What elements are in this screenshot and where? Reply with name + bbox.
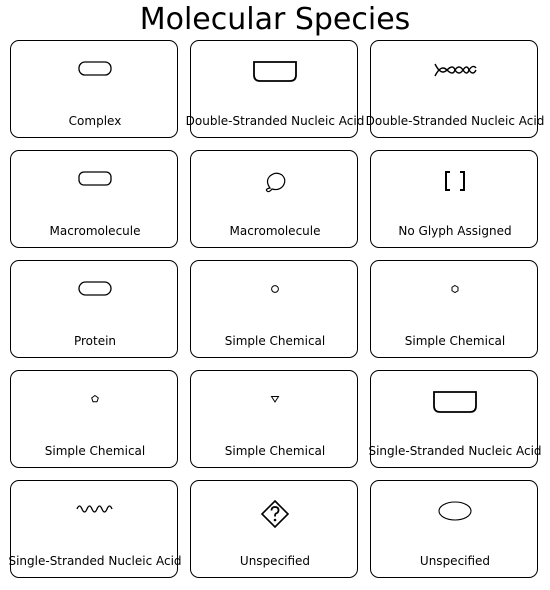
card-unspecified-ellipse: Unspecified: [370, 480, 538, 578]
triangle-icon: [270, 396, 280, 403]
card-label: No Glyph Assigned: [398, 224, 512, 238]
card-label: Simple Chemical: [404, 334, 506, 348]
card-macromolecule: Macromolecule: [10, 150, 178, 248]
wave-icon: [76, 505, 113, 513]
card-complex: Complex: [10, 40, 178, 138]
card-label: Simple Chemical: [44, 444, 146, 458]
diamond-question-icon: [260, 499, 290, 529]
single-stranded-nucleic-acid-icon: [433, 391, 477, 413]
card-label: Simple Chemical: [224, 334, 326, 348]
card-macromolecule-blob: Macromolecule: [190, 150, 358, 248]
brackets-icon: [445, 171, 465, 191]
ellipse-icon: [438, 501, 472, 521]
complex-icon: [78, 61, 112, 76]
pentagon-icon: [91, 394, 99, 403]
card-single-stranded-nucleic-acid: Single-Stranded Nucleic Acid: [368, 370, 542, 468]
card-unspecified-diamond: Unspecified: [190, 480, 358, 578]
card-label: Unspecified: [419, 554, 491, 568]
card-label: Macromolecule: [229, 224, 321, 238]
card-label: Double-Stranded Nucleic Acid: [185, 114, 365, 128]
page-title: Molecular Species: [139, 2, 411, 37]
card-label: Complex: [68, 114, 122, 128]
card-label: Unspecified: [239, 554, 311, 568]
macromolecule-blob-icon: [265, 172, 286, 193]
card-label: Protein: [73, 334, 117, 348]
card-no-glyph-assigned: No Glyph Assigned: [370, 150, 538, 248]
circle-icon: [271, 285, 279, 293]
card-label: Single-Stranded Nucleic Acid: [368, 444, 542, 458]
card-label: Single-Stranded Nucleic Acid: [8, 554, 182, 568]
card-double-stranded-nucleic-acid-helix: Double-Stranded Nucleic Acid: [366, 40, 544, 138]
card-label: Macromolecule: [49, 224, 141, 238]
card-simple-chemical-hexagon: Simple Chemical: [370, 260, 538, 358]
protein-icon: [78, 281, 112, 296]
card-double-stranded-nucleic-acid: Double-Stranded Nucleic Acid: [186, 40, 364, 138]
hexagon-icon: [451, 284, 459, 294]
macromolecule-icon: [78, 171, 112, 186]
card-single-stranded-nucleic-acid-wave: Single-Stranded Nucleic Acid: [8, 480, 182, 578]
card-label: Simple Chemical: [224, 444, 326, 458]
card-simple-chemical-pentagon: Simple Chemical: [10, 370, 178, 468]
card-simple-chemical-triangle: Simple Chemical: [190, 370, 358, 468]
card-protein: Protein: [10, 260, 178, 358]
card-label: Double-Stranded Nucleic Acid: [365, 114, 545, 128]
double-stranded-nucleic-acid-icon: [253, 61, 297, 82]
card-simple-chemical-circle: Simple Chemical: [190, 260, 358, 358]
double-helix-icon: [434, 63, 477, 77]
